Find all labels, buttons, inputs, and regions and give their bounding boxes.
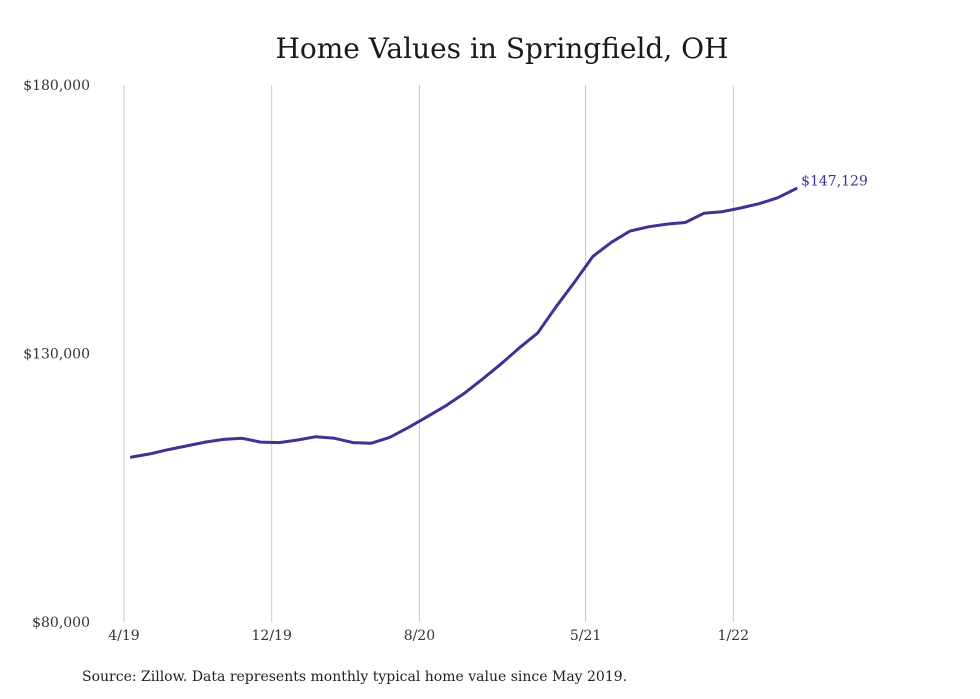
x-tick-label: 1/22 (718, 628, 749, 644)
series-line (129, 187, 798, 459)
source-note: Source: Zillow. Data represents monthly … (82, 669, 627, 685)
end-value-label: $147,129 (801, 174, 868, 190)
x-tick-label: 12/19 (252, 628, 292, 644)
x-tick-label: 8/20 (404, 628, 435, 644)
chart-title: Home Values in Springfield, OH (275, 32, 728, 65)
y-tick-label: $180,000 (23, 78, 90, 94)
y-tick-label: $80,000 (32, 615, 90, 631)
series-layer: $147,129 (129, 174, 868, 459)
x-axis-ticks: 4/19 12/19 8/20 5/21 1/22 (108, 628, 749, 644)
vertical-gridlines (123, 85, 734, 622)
y-axis-ticks: $180,000 $130,000 $80,000 (23, 78, 90, 631)
y-tick-label: $130,000 (23, 347, 90, 363)
x-tick-label: 4/19 (108, 628, 139, 644)
x-tick-label: 5/21 (570, 628, 601, 644)
